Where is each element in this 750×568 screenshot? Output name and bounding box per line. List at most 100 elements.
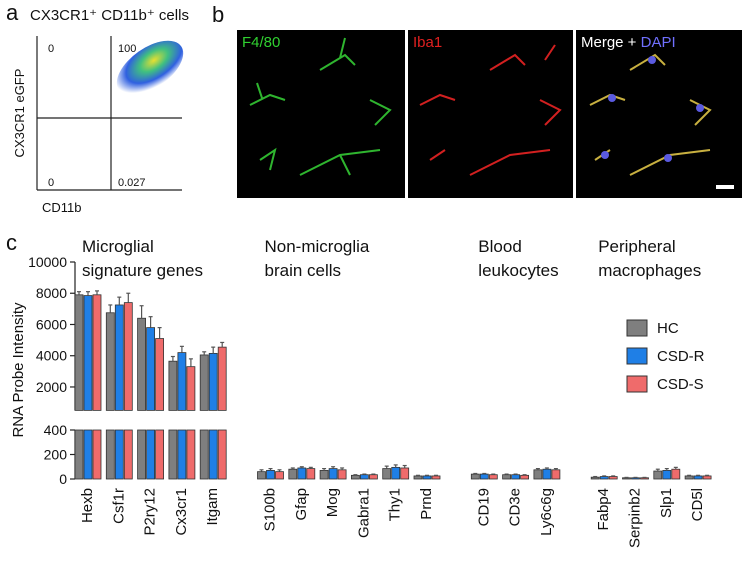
bar: [470, 473, 480, 480]
image-label: Iba1: [413, 34, 442, 51]
bar: [114, 429, 124, 480]
bar: [382, 468, 392, 480]
group-label: leukocytes: [478, 261, 558, 280]
bar: [608, 476, 618, 480]
bar: [542, 468, 552, 480]
legend-swatch: [626, 347, 648, 365]
legend-label: CSD-R: [657, 348, 705, 365]
x-tick-label: Serpinb2: [626, 488, 643, 548]
x-tick-label: CD5l: [689, 488, 706, 521]
merge-label: Merge +: [581, 34, 641, 51]
y-axis-label: CX3CR1 eGFP: [12, 69, 27, 158]
bar: [123, 429, 133, 480]
x-tick-label: Gfap: [293, 488, 310, 521]
x-tick-label: CD19: [475, 488, 492, 526]
quadrant-label: 0.027: [118, 177, 146, 189]
image-panel: [576, 30, 742, 198]
bar: [400, 467, 410, 480]
x-tick-label: Mog: [324, 488, 341, 517]
bar: [137, 317, 147, 411]
x-tick-label: Gabra1: [355, 488, 372, 538]
bar: [684, 475, 694, 480]
x-tick-label: Itgam: [204, 488, 221, 526]
bar: [368, 474, 378, 480]
bar: [328, 468, 338, 480]
bar: [208, 352, 218, 411]
image-label: Merge + DAPI: [581, 34, 676, 51]
bar: [502, 474, 512, 480]
bar: [146, 327, 156, 411]
group-label: macrophages: [598, 261, 701, 280]
bar: [168, 360, 178, 411]
dapi-label: DAPI: [641, 34, 676, 51]
cells-green: [249, 37, 392, 176]
nuclei: [601, 56, 704, 162]
bar: [105, 312, 115, 411]
y-tick-label: 400: [44, 422, 68, 438]
bar: [208, 429, 218, 480]
bar: [306, 468, 316, 480]
panel-letter: c: [6, 230, 17, 255]
bar: [479, 473, 489, 480]
bar: [590, 476, 600, 480]
group-label: Peripheral: [598, 237, 676, 256]
x-axis-label: CD11b: [42, 200, 82, 215]
bar: [413, 475, 423, 480]
bar: [123, 302, 133, 411]
bar: [488, 474, 498, 480]
x-tick-label: S100b: [261, 488, 278, 531]
y-tick-label: 4000: [36, 348, 67, 364]
group-label: brain cells: [265, 261, 342, 280]
quadrant-label: 0: [48, 177, 54, 189]
y-tick-label: 8000: [36, 285, 67, 301]
panel-letter: a: [6, 0, 19, 25]
legend-label: CSD-S: [657, 376, 704, 393]
bar: [297, 467, 307, 480]
bar: [662, 470, 672, 480]
x-tick-label: Hexb: [79, 488, 96, 523]
bar: [199, 429, 209, 480]
bar: [74, 429, 84, 480]
bar: [693, 475, 703, 480]
image-label: F4/80: [242, 34, 280, 51]
bar: [217, 429, 227, 480]
bar: [266, 470, 275, 480]
legend-label: HC: [657, 320, 679, 337]
bar: [520, 474, 529, 480]
bar: [155, 429, 165, 480]
bar: [186, 429, 196, 480]
bar: [186, 366, 196, 411]
panel-title: CX3CR1⁺ CD11b⁺ cells: [30, 7, 189, 24]
x-tick-label: Slp1: [658, 488, 675, 518]
bar: [422, 475, 432, 480]
bar: [702, 475, 712, 480]
bar: [217, 346, 227, 411]
image-panel: [237, 30, 405, 198]
x-tick-label: Fabp4: [595, 488, 612, 531]
bar: [105, 429, 115, 480]
bar: [551, 469, 561, 480]
bar: [177, 429, 187, 480]
bar: [275, 471, 284, 480]
bar: [288, 468, 298, 480]
group-label: Non-microglia: [265, 237, 370, 256]
bar: [391, 466, 401, 480]
y-axis-label: RNA Probe Intensity: [10, 302, 27, 438]
group-label: Microglial: [82, 237, 154, 256]
group-label: signature genes: [82, 261, 203, 280]
bar: [319, 470, 329, 480]
bar: [74, 294, 84, 411]
quadrant-label: 100: [118, 43, 136, 55]
bar: [671, 468, 681, 480]
cells-red: [419, 44, 562, 176]
bar: [114, 304, 124, 411]
bar: [511, 474, 521, 480]
panel-letter: b: [212, 2, 224, 27]
bar: [146, 429, 156, 480]
x-tick-label: Prnd: [418, 488, 435, 520]
y-tick-label: 0: [59, 471, 67, 487]
bar: [653, 470, 663, 480]
legend-swatch: [626, 319, 648, 337]
x-tick-label: Thy1: [387, 488, 404, 521]
